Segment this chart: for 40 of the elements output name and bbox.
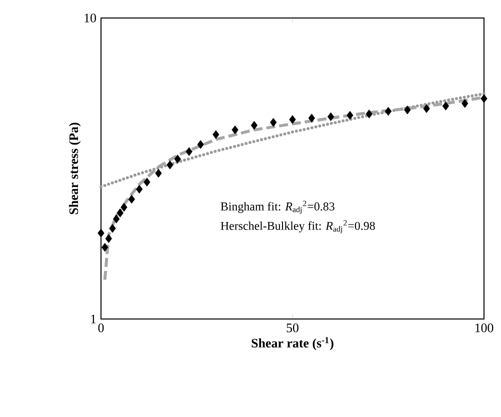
point	[384, 106, 392, 116]
point	[289, 115, 296, 124]
x-tick-label: 50	[286, 324, 298, 332]
point	[404, 106, 411, 114]
point	[250, 120, 258, 130]
point	[101, 242, 108, 252]
point	[232, 125, 238, 134]
point	[166, 160, 174, 170]
point	[144, 178, 150, 186]
x-axis-title: Shear rate (s$^{-1}$)	[252, 337, 334, 350]
point	[120, 202, 128, 212]
annotation: Herschel-Bulkley fit: R$_{adj}$$^{2}$=0.98	[220, 220, 375, 234]
point	[423, 104, 430, 113]
point	[128, 194, 135, 204]
point	[442, 102, 450, 110]
x-tick-label: 100	[475, 324, 494, 332]
point	[112, 214, 120, 224]
point	[327, 112, 334, 122]
x-tick-label: 0	[98, 324, 104, 332]
point	[136, 184, 143, 194]
point	[366, 110, 372, 118]
point	[98, 228, 104, 238]
point	[480, 94, 488, 103]
point	[186, 147, 192, 156]
y-axis-title: Shear stress (Pa)	[68, 122, 81, 214]
point	[197, 140, 204, 149]
point	[462, 99, 468, 108]
point	[105, 234, 112, 243]
point	[174, 154, 181, 164]
point	[308, 114, 315, 122]
y-tick-label: 10	[84, 14, 96, 22]
point	[346, 110, 354, 120]
point	[109, 224, 116, 233]
y-tick-label: 1	[91, 314, 96, 324]
point	[155, 168, 162, 178]
point	[212, 130, 220, 139]
line-series	[100, 92, 486, 188]
point	[270, 118, 277, 127]
point	[116, 208, 124, 218]
annotation: Bingham fit: R$_{adj}$$^{2}$=0.83	[220, 200, 334, 214]
